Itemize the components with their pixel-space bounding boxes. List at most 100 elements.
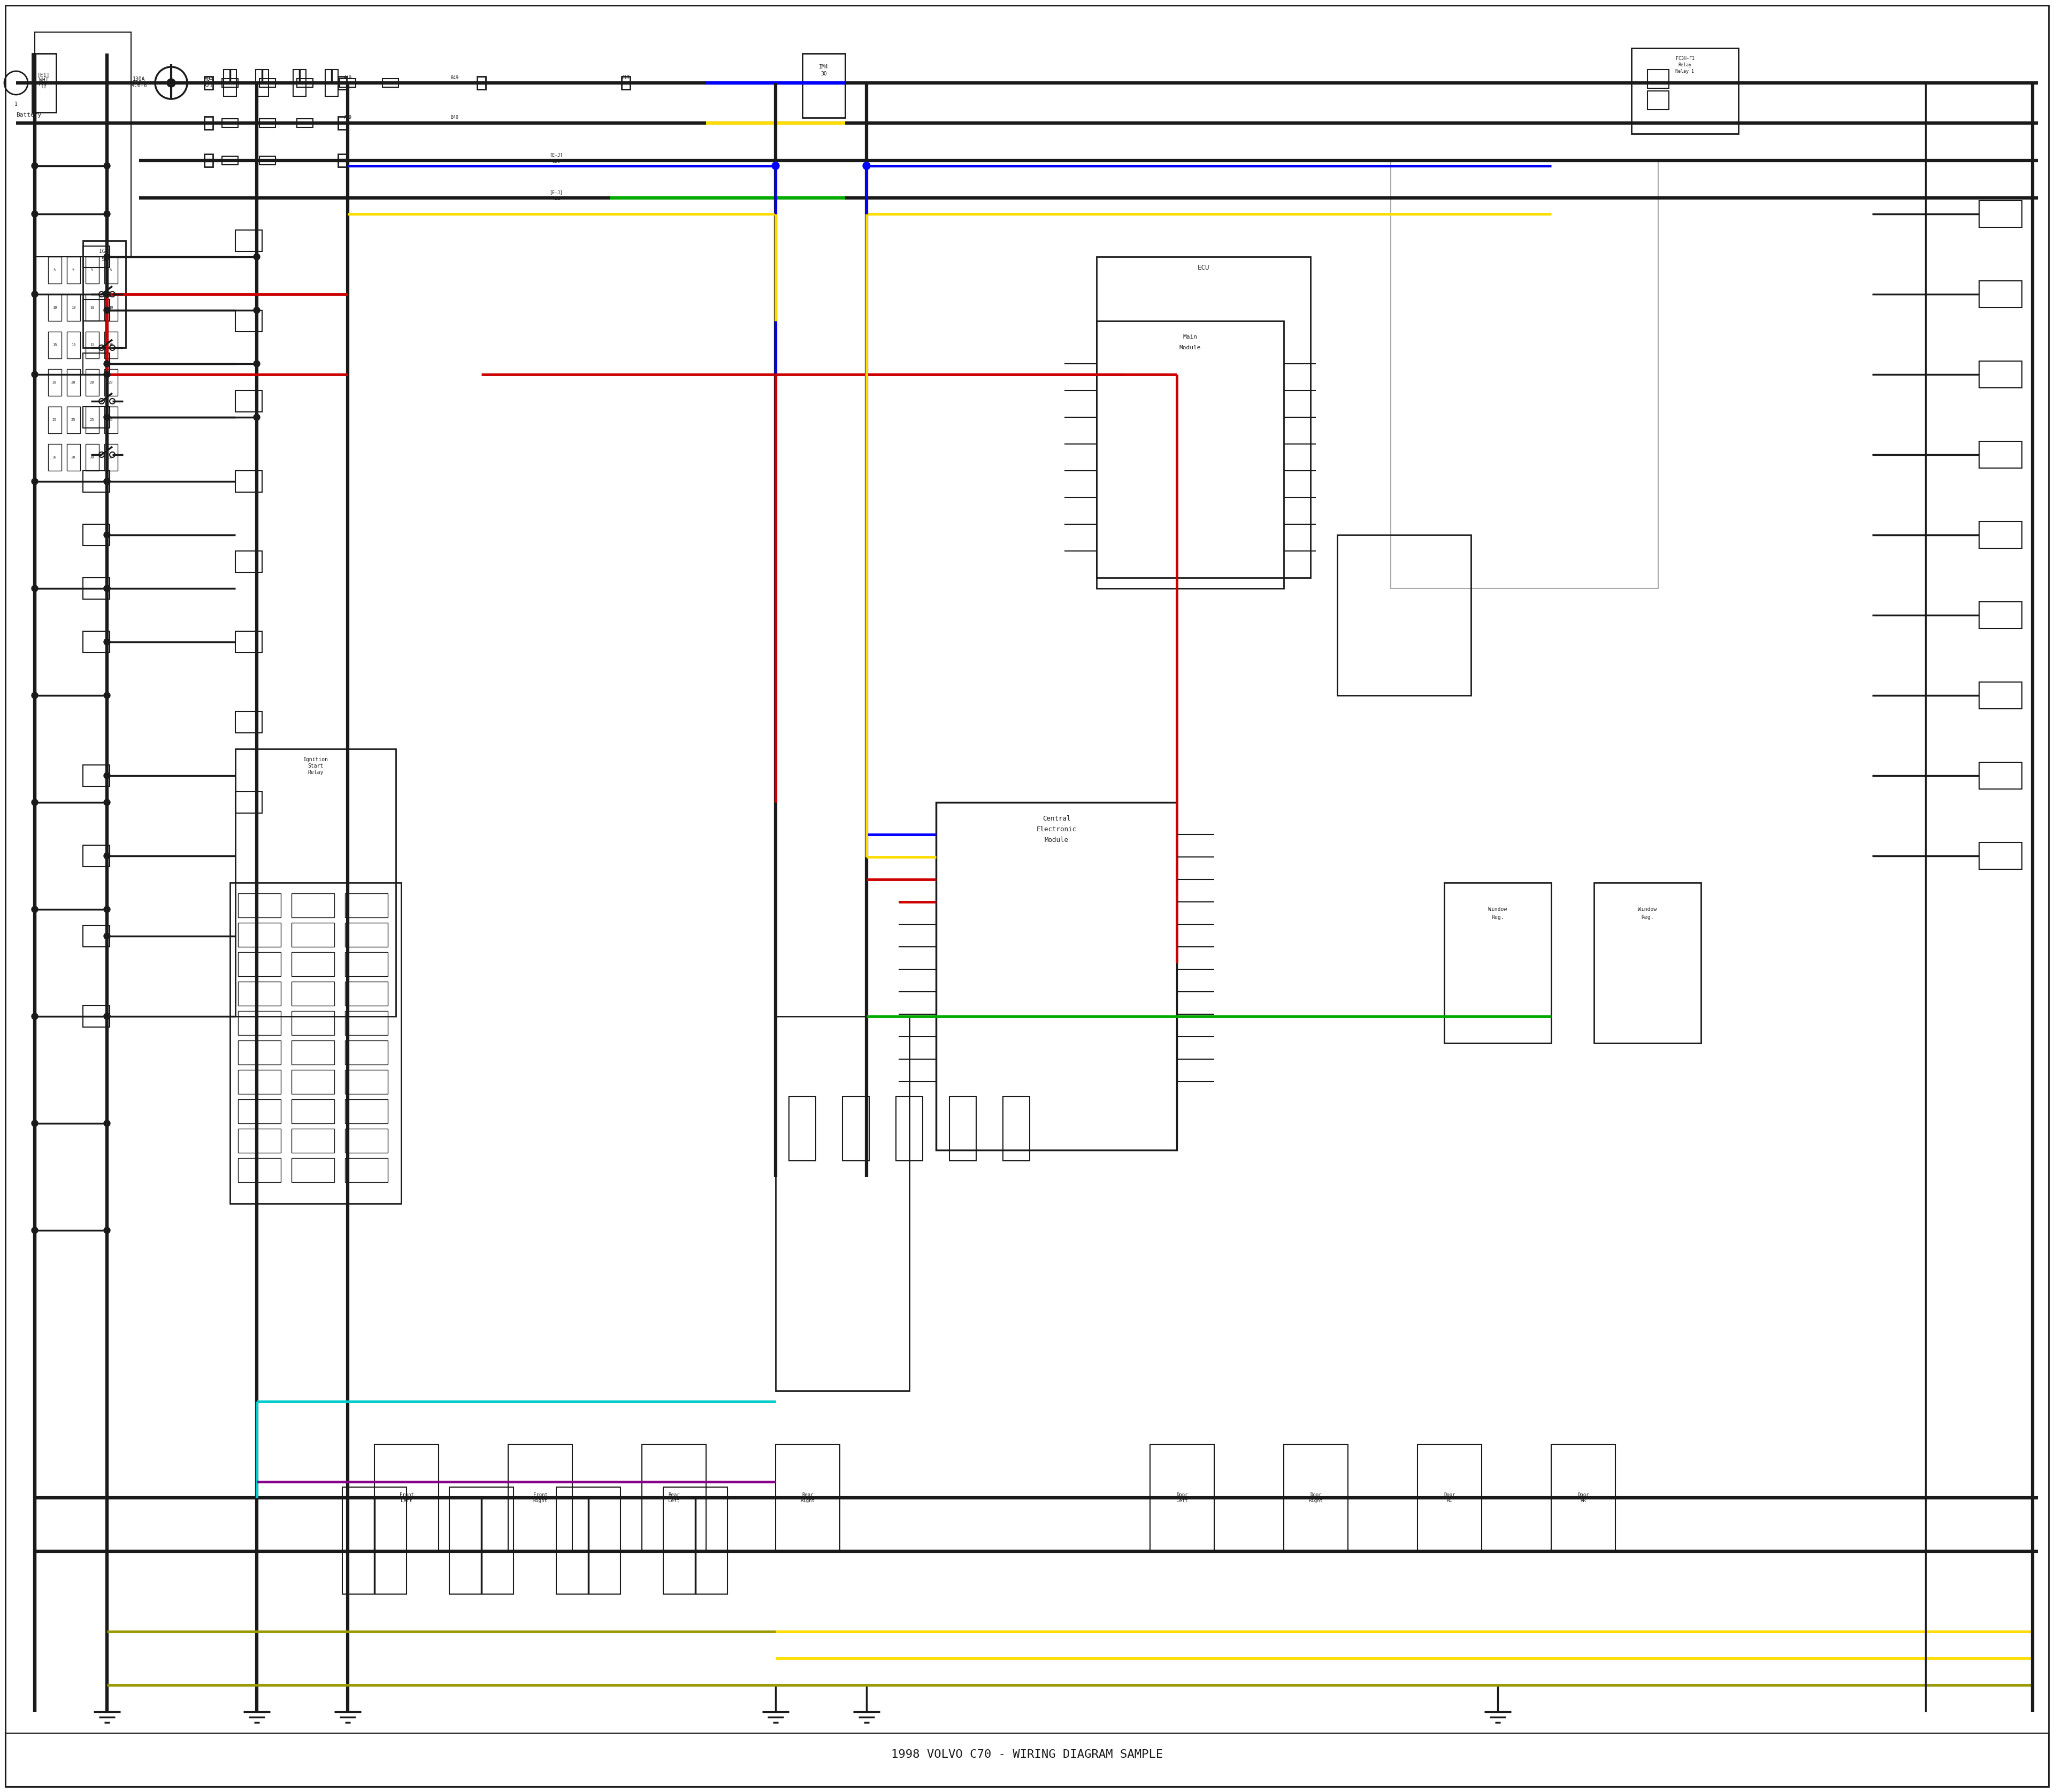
Text: Battery: Battery bbox=[16, 113, 41, 118]
Bar bbox=[82, 925, 109, 946]
Circle shape bbox=[105, 414, 111, 421]
Bar bbox=[68, 294, 80, 321]
Bar bbox=[82, 577, 109, 599]
Text: Door
RL: Door RL bbox=[1444, 1493, 1456, 1503]
Bar bbox=[1980, 683, 2021, 710]
Bar bbox=[82, 765, 109, 787]
Text: 1998 VOLVO C70 - WIRING DIAGRAM SAMPLE: 1998 VOLVO C70 - WIRING DIAGRAM SAMPLE bbox=[891, 1749, 1163, 1760]
Circle shape bbox=[105, 306, 111, 314]
Bar bbox=[1150, 1444, 1214, 1552]
Circle shape bbox=[105, 692, 111, 699]
Bar bbox=[86, 369, 99, 396]
Bar bbox=[1337, 536, 1471, 695]
Bar bbox=[86, 332, 99, 358]
Text: 15: 15 bbox=[72, 344, 76, 346]
Text: Central: Central bbox=[1041, 815, 1070, 823]
Text: 10: 10 bbox=[109, 306, 113, 310]
Bar bbox=[1980, 602, 2021, 629]
Circle shape bbox=[105, 1012, 111, 1020]
Bar bbox=[789, 1097, 815, 1161]
Text: 1: 1 bbox=[14, 102, 18, 108]
Bar bbox=[663, 1487, 727, 1595]
Circle shape bbox=[105, 371, 111, 378]
Bar bbox=[236, 471, 263, 493]
Text: 30: 30 bbox=[822, 72, 828, 77]
Text: Relay: Relay bbox=[308, 771, 322, 776]
Bar bbox=[1647, 91, 1668, 109]
Bar bbox=[622, 77, 631, 90]
Circle shape bbox=[166, 79, 175, 88]
Bar bbox=[292, 982, 335, 1005]
Text: WHT: WHT bbox=[39, 77, 49, 82]
Text: Relay: Relay bbox=[1678, 63, 1692, 68]
Circle shape bbox=[253, 360, 261, 367]
Circle shape bbox=[105, 799, 111, 806]
Text: Reg.: Reg. bbox=[1641, 914, 1653, 919]
Bar bbox=[1980, 521, 2021, 548]
Bar bbox=[236, 550, 263, 572]
Circle shape bbox=[105, 253, 111, 260]
Text: (+): (+) bbox=[37, 81, 47, 86]
Bar bbox=[343, 1487, 407, 1595]
Text: 25: 25 bbox=[109, 418, 113, 421]
Circle shape bbox=[31, 371, 37, 378]
Bar bbox=[255, 70, 269, 97]
Bar bbox=[82, 299, 109, 321]
Bar bbox=[259, 79, 275, 88]
Text: Electronic: Electronic bbox=[1037, 826, 1076, 833]
Circle shape bbox=[253, 253, 261, 260]
Text: B40: B40 bbox=[450, 115, 458, 120]
Bar bbox=[325, 70, 339, 97]
Circle shape bbox=[31, 478, 37, 484]
Bar bbox=[641, 1444, 707, 1552]
Bar bbox=[238, 1011, 281, 1036]
Bar bbox=[47, 256, 62, 283]
Bar bbox=[222, 79, 238, 88]
Text: Door
Right: Door Right bbox=[1308, 1493, 1323, 1503]
Bar bbox=[1980, 842, 2021, 869]
Bar bbox=[298, 118, 312, 127]
Text: 20: 20 bbox=[109, 382, 113, 383]
Bar bbox=[236, 229, 263, 251]
Bar bbox=[1002, 1097, 1029, 1161]
Text: [E-J]: [E-J] bbox=[550, 190, 563, 195]
Text: Front
Right: Front Right bbox=[534, 1493, 548, 1503]
Text: 30: 30 bbox=[51, 455, 58, 459]
Text: 30: 30 bbox=[90, 455, 94, 459]
Text: 5: 5 bbox=[72, 269, 74, 272]
Bar bbox=[339, 79, 355, 88]
Text: T1: T1 bbox=[41, 84, 47, 90]
Circle shape bbox=[105, 772, 111, 780]
Text: 5: 5 bbox=[53, 269, 55, 272]
Text: Rear
Right: Rear Right bbox=[801, 1493, 815, 1503]
Bar bbox=[68, 407, 80, 434]
Circle shape bbox=[31, 586, 37, 591]
Bar bbox=[298, 79, 312, 88]
Circle shape bbox=[772, 161, 778, 170]
Bar bbox=[47, 407, 62, 434]
Bar bbox=[238, 982, 281, 1005]
Text: M04: M04 bbox=[203, 77, 214, 82]
Text: 30: 30 bbox=[109, 455, 113, 459]
Bar bbox=[236, 792, 263, 814]
Text: 20: 20 bbox=[72, 382, 76, 383]
Text: Rear
Left: Rear Left bbox=[668, 1493, 680, 1503]
Bar bbox=[292, 894, 335, 918]
Bar bbox=[477, 77, 485, 90]
Circle shape bbox=[105, 934, 111, 939]
Bar bbox=[86, 294, 99, 321]
Bar bbox=[803, 54, 844, 118]
Bar bbox=[1097, 321, 1284, 588]
Circle shape bbox=[105, 1012, 111, 1020]
Text: 25: 25 bbox=[90, 418, 94, 421]
Bar bbox=[238, 894, 281, 918]
Bar bbox=[292, 1011, 335, 1036]
Text: Front
Left: Front Left bbox=[398, 1493, 413, 1503]
Text: B49: B49 bbox=[450, 75, 458, 81]
Bar bbox=[47, 332, 62, 358]
Text: IM4: IM4 bbox=[820, 65, 828, 70]
Bar bbox=[105, 369, 117, 396]
Text: Ignition: Ignition bbox=[304, 756, 329, 762]
Text: Reg.: Reg. bbox=[1491, 914, 1504, 919]
Text: Start: Start bbox=[308, 763, 322, 769]
